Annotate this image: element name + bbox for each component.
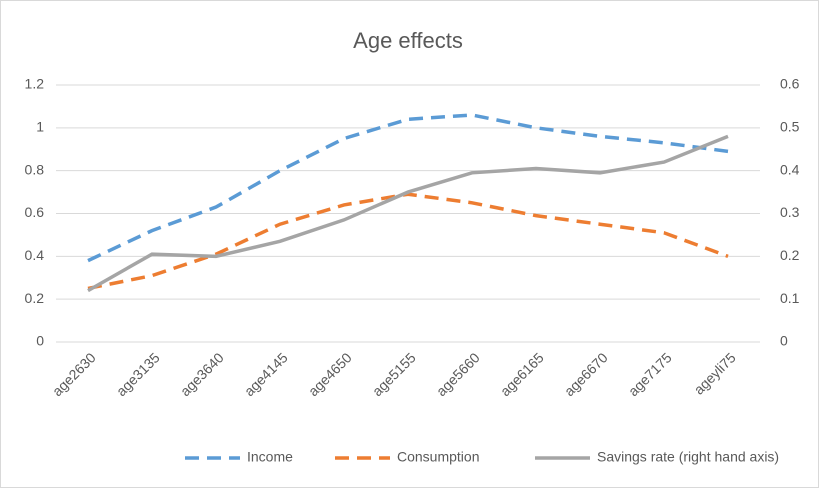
series-line [87,134,729,293]
y2-tick-label: 0 [780,333,788,349]
y-tick-label: 0.4 [25,247,45,263]
y2-tick-label: 0.6 [780,76,800,92]
y-tick-label: 1 [36,119,44,135]
legend-label: Income [247,449,293,465]
y-tick-label: 0 [36,333,44,349]
y2-tick-label: 0.2 [780,247,800,263]
y-tick-label: 0.2 [25,290,45,306]
series-line [87,192,729,291]
legend-label: Consumption [397,449,480,465]
chart-title: Age effects [353,28,463,53]
legend-label: Savings rate (right hand axis) [597,449,779,465]
y2-tick-label: 0.1 [780,290,800,306]
y2-tick-label: 0.5 [780,119,800,135]
y-tick-label: 1.2 [25,76,45,92]
y2-tick-label: 0.4 [780,161,800,177]
y-tick-label: 0.6 [25,204,45,220]
series-line [87,113,729,263]
y2-tick-label: 0.3 [780,204,800,220]
y-tick-label: 0.8 [25,161,45,177]
